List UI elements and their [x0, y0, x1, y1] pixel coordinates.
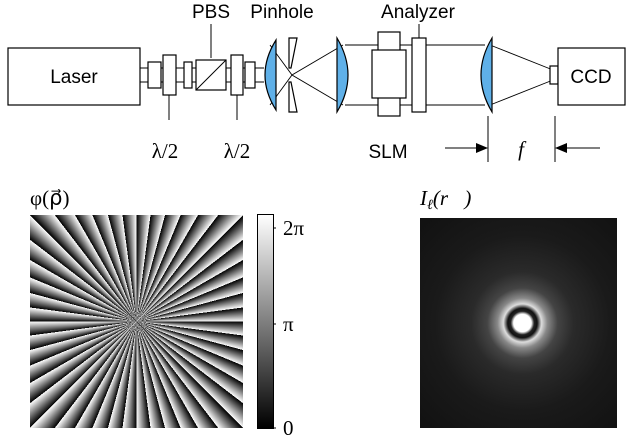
half-wave-label: λ/2 [224, 139, 251, 163]
half-wave-plate [231, 55, 243, 95]
colorbar-tick-label: π [283, 312, 294, 336]
colorbar-tick-label: 0 [283, 416, 294, 440]
half-wave-plate [163, 55, 176, 95]
analyzer [412, 38, 426, 112]
intensity-image [420, 218, 617, 428]
analyzer-label: Analyzer [381, 2, 456, 23]
ccd-label: CCD [570, 67, 611, 88]
slm-label: SLM [368, 142, 407, 163]
lens [265, 40, 276, 110]
laser-label: Laser [50, 67, 98, 88]
colorbar [258, 215, 273, 428]
lens [481, 38, 492, 112]
pbs-label: PBS [192, 2, 230, 23]
intensity-title: Iℓ(r⃗) [419, 186, 471, 213]
focal-label: f [518, 137, 527, 161]
colorbar-tick-label: 2π [283, 216, 305, 240]
half-wave-label: λ/2 [152, 139, 179, 163]
pinhole [289, 38, 297, 112]
figure: Laser λ/2 PBS λ/2 Pinhole SLM Analyzer C… [0, 0, 634, 440]
lens [337, 38, 348, 112]
pinhole-label: Pinhole [250, 2, 313, 23]
phase-pattern [30, 215, 243, 428]
phase-title: φ(ρ⃗) [30, 186, 69, 210]
